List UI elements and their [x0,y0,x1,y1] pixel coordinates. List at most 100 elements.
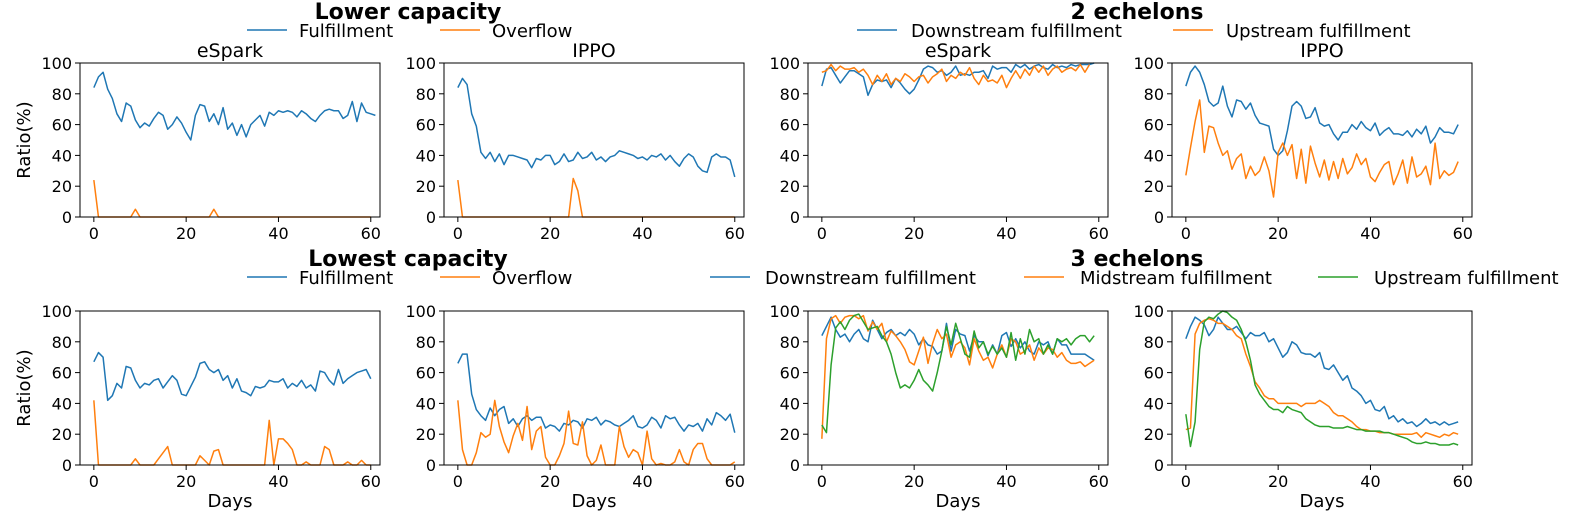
x-tick-label: 20 [904,224,924,243]
legend-label-midstream: Midstream fulfillment [1080,268,1272,289]
chart-panel: 0 20 40 60 0 20 40 60 80 100 Days [769,302,1108,512]
x-tick-label: 60 [1089,472,1109,491]
x-tick-label: 40 [268,224,288,243]
group-title-3-echelons: 3 echelons [1071,247,1204,272]
series-line-overflow [93,400,371,466]
axes-frame [443,62,745,218]
y-tick-label: 80 [1144,333,1164,352]
x-tick-label: 20 [1268,472,1288,491]
y-tick-label: 60 [1144,116,1164,135]
y-tick-label: 0 [62,456,72,475]
axes-frame [79,310,381,466]
panel-title: eSpark [925,40,991,62]
y-tick-label: 20 [1144,425,1164,444]
y-axis-label: Ratio(%) [14,101,35,178]
x-tick-label: 20 [176,224,196,243]
series-line-overflow [457,177,735,218]
chart-panel: 0 20 40 60 0 20 40 60 80 100 IPPO [1133,40,1472,243]
series-line-upstream-fulfillment [821,63,1091,89]
x-tick-label: 0 [453,472,463,491]
x-tick-label: 60 [1453,224,1473,243]
chart-panel: 0 20 40 60 0 20 40 60 80 100 eSpark [769,40,1108,243]
x-tick-label: 0 [817,224,827,243]
series-line-fulfillment [93,351,372,402]
y-tick-label: 20 [780,177,800,196]
axes-frame [443,310,745,466]
panels: 0 20 40 60 0 20 40 60 80 100 eSpark Ratio(%) 0 20 40 60… [14,40,1473,512]
x-tick-label: 40 [1360,472,1380,491]
chart-panel: 0 20 40 60 0 20 40 60 80 100 Days [1133,302,1472,512]
series-line-upstream-fulfillment [1185,99,1459,198]
series-line-fulfillment [93,71,376,141]
y-tick-label: 100 [405,302,436,321]
y-tick-label: 40 [416,146,436,165]
y-axis-label: Ratio(%) [14,349,35,426]
y-tick-label: 100 [769,302,800,321]
x-tick-label: 0 [89,472,99,491]
chart-panel: 0 20 40 60 0 20 40 60 80 100 Days [405,302,744,512]
chart-panel: 0 20 40 60 0 20 40 60 80 100 IPPO [405,40,744,243]
y-tick-label: 80 [780,333,800,352]
group-title-2-echelons: 2 echelons [1071,0,1204,25]
y-tick-label: 40 [416,394,436,413]
group-title-lower-capacity: Lower capacity [315,0,502,25]
series-line-downstream-fulfillment [1185,65,1459,157]
x-tick-label: 0 [817,472,827,491]
legend-label-downstream: Downstream fulfillment [765,268,976,289]
y-tick-label: 0 [426,208,436,227]
x-tick-label: 40 [996,472,1016,491]
x-tick-label: 20 [904,472,924,491]
y-tick-label: 60 [52,364,72,383]
y-tick-label: 40 [1144,146,1164,165]
x-tick-label: 20 [176,472,196,491]
x-axis-label: Days [1300,491,1345,512]
legend-label-upstream: Upstream fulfillment [1226,21,1411,42]
y-tick-label: 20 [780,425,800,444]
series-line-midstream-fulfillment [1185,317,1459,439]
panel-title: IPPO [572,40,615,62]
y-tick-label: 80 [1144,85,1164,104]
y-tick-label: 80 [416,85,436,104]
y-tick-label: 0 [790,456,800,475]
x-tick-label: 20 [1268,224,1288,243]
x-tick-label: 60 [361,472,381,491]
legend-label-upstream: Upstream fulfillment [1374,268,1559,289]
y-tick-label: 0 [426,456,436,475]
x-tick-label: 60 [361,224,381,243]
y-tick-label: 20 [416,177,436,196]
y-tick-label: 100 [1133,302,1164,321]
legend-label-downstream: Downstream fulfillment [911,21,1122,42]
x-tick-label: 60 [1089,224,1109,243]
y-tick-label: 60 [416,116,436,135]
y-tick-label: 100 [41,54,72,73]
y-tick-label: 40 [780,146,800,165]
y-tick-label: 80 [52,333,72,352]
legend-lower-capacity: Fulfillment Overflow [247,21,572,42]
y-tick-label: 40 [780,394,800,413]
x-tick-label: 40 [632,224,652,243]
x-tick-label: 60 [1453,472,1473,491]
x-axis-label: Days [208,491,253,512]
legend-lowest-capacity: Fulfillment Overflow [247,268,572,289]
y-tick-label: 20 [1144,177,1164,196]
x-tick-label: 0 [89,224,99,243]
y-tick-label: 0 [1154,208,1164,227]
y-tick-label: 0 [1154,456,1164,475]
x-tick-label: 0 [453,224,463,243]
x-tick-label: 20 [540,472,560,491]
panel-title: IPPO [1300,40,1343,62]
y-tick-label: 40 [52,394,72,413]
axes-frame [1171,310,1473,466]
series-line-midstream-fulfillment [821,314,1095,439]
y-tick-label: 60 [780,364,800,383]
y-tick-label: 100 [41,302,72,321]
y-tick-label: 60 [1144,364,1164,383]
legend-2-echelons: Downstream fulfillment Upstream fulfillm… [857,21,1411,42]
y-tick-label: 40 [1144,394,1164,413]
chart-panel: 0 20 40 60 0 20 40 60 80 100 eSpark Ratio(%) [14,40,381,243]
series-line-fulfillment [457,353,736,433]
legend-label-overflow: Overflow [492,21,572,42]
y-tick-label: 100 [405,54,436,73]
series-line-upstream-fulfillment [821,313,1095,434]
y-tick-label: 60 [780,116,800,135]
